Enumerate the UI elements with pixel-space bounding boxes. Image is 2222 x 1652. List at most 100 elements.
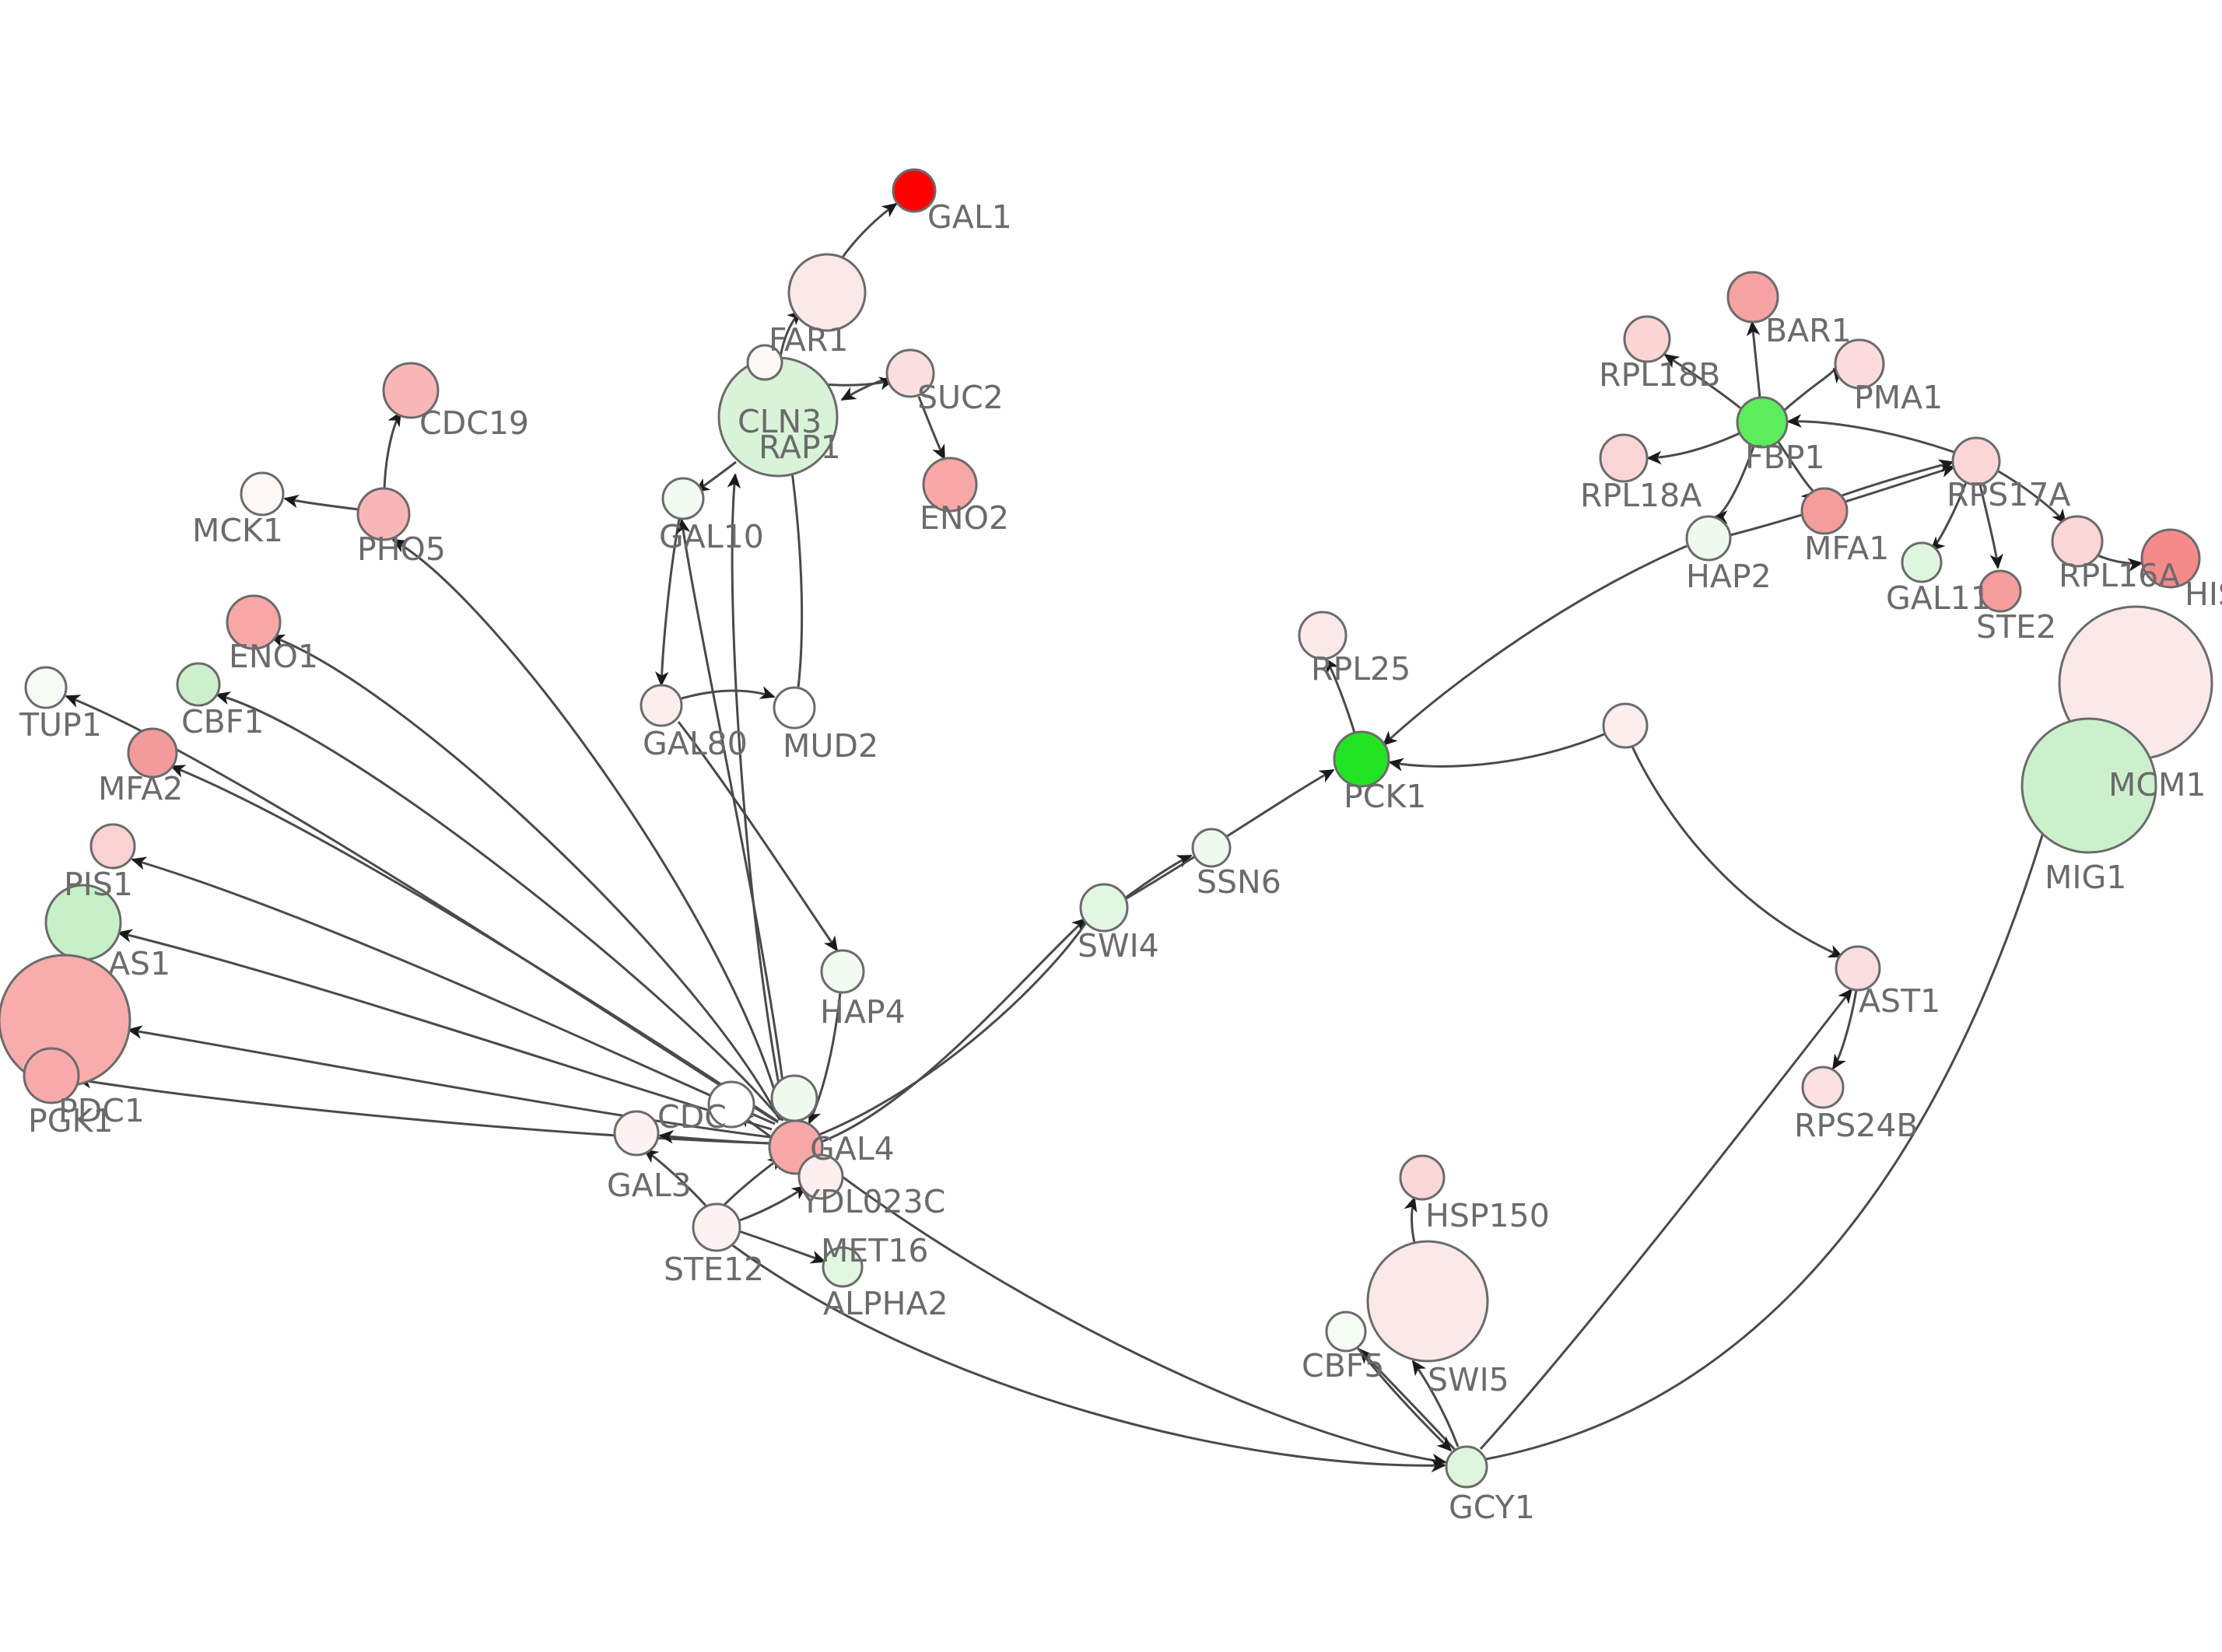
node-hsp150[interactable]	[1399, 1154, 1446, 1201]
node-label-bar1: BAR1	[1765, 312, 1852, 349]
node-gal10[interactable]	[661, 477, 705, 520]
edge-gal4-to-gal10	[676, 518, 789, 1122]
node-mfa2[interactable]	[127, 727, 178, 779]
edge-fbp1-to-hap2	[1712, 446, 1755, 524]
edge-pho5-to-cdc19	[383, 411, 402, 490]
node-rap1[interactable]	[746, 344, 783, 381]
edge-hub1-to-ast1	[1631, 746, 1844, 958]
node-label-ydl023c: YDL023C	[800, 1183, 945, 1220]
edge-hub1-to-pck1	[1388, 733, 1605, 772]
node-tup1[interactable]	[24, 666, 68, 709]
node-label-cln3: CLN3	[738, 403, 822, 440]
node-hap2[interactable]	[1685, 515, 1732, 562]
node-rps17a[interactable]	[1951, 436, 2001, 486]
node-label-gal10: GAL10	[659, 518, 764, 555]
node-pho5[interactable]	[356, 487, 411, 541]
node-gcy1[interactable]	[1445, 1445, 1488, 1489]
edge-ste12-to-alpha2	[738, 1230, 826, 1264]
node-bar1[interactable]	[1726, 271, 1779, 324]
node-cdc19[interactable]	[382, 362, 440, 419]
edge-gal4-to-mfa2	[170, 765, 779, 1123]
node-pis1[interactable]	[89, 823, 136, 870]
node-label-gal11: GAL11	[1886, 579, 1991, 617]
node-label-cdc19: CDC19	[419, 404, 529, 442]
edge-ste12-to-gcy1	[731, 1243, 1446, 1473]
node-hap4[interactable]	[820, 949, 865, 994]
node-label-hsp150: HSP150	[1425, 1197, 1550, 1234]
node-ydl023c[interactable]	[797, 1153, 844, 1200]
node-label-cdc39: CDC	[657, 1098, 727, 1136]
node-rpl16a[interactable]	[2051, 515, 2104, 568]
node-pgk1[interactable]	[23, 1047, 80, 1104]
edge-gal4-to-eno1	[269, 634, 781, 1121]
node-label-mck1: MCK1	[192, 512, 283, 549]
edge-cln3-to-gal10	[694, 460, 737, 493]
edge-layer	[65, 202, 2143, 1473]
node-label-eno2: ENO2	[920, 499, 1009, 537]
node-label-ste12: STE12	[664, 1251, 764, 1288]
edge-gal4-to-cbf1	[215, 691, 783, 1121]
node-label-gal4: GAL4	[810, 1130, 895, 1167]
node-gal4n[interactable]	[770, 1074, 818, 1122]
node-far1[interactable]	[787, 253, 867, 332]
node-swi4[interactable]	[1079, 883, 1129, 933]
node-label-ast1: AST1	[1859, 982, 1940, 1020]
node-rpl25[interactable]	[1298, 611, 1348, 660]
edge-suc2-to-eno2	[917, 396, 946, 460]
node-label-swi5: SWI5	[1428, 1361, 1509, 1398]
node-cbf5[interactable]	[1325, 1311, 1367, 1353]
node-swi5[interactable]	[1366, 1240, 1489, 1363]
node-label-fbp1: FBP1	[1745, 439, 1825, 476]
node-ast1[interactable]	[1835, 945, 1881, 992]
node-mig1[interactable]	[2020, 717, 2157, 854]
node-alpha2[interactable]	[822, 1246, 864, 1288]
node-label-pma1: PMA1	[1854, 379, 1943, 416]
edge-rps17a-to-fbp1	[1786, 414, 1954, 453]
node-label-rpl18b: RPL18B	[1599, 356, 1720, 394]
node-label-met16: MET16	[821, 1232, 929, 1269]
node-mud2[interactable]	[773, 686, 816, 730]
node-ssn6[interactable]	[1191, 828, 1232, 868]
edge-ast1-to-rps24b	[1831, 989, 1858, 1070]
node-rpl18b[interactable]	[1623, 315, 1671, 363]
node-label-pck1: PCK1	[1344, 778, 1426, 815]
node-pma1[interactable]	[1834, 338, 1885, 390]
node-eno2[interactable]	[922, 457, 978, 513]
node-hub1[interactable]	[1602, 702, 1649, 749]
node-rps24b[interactable]	[1801, 1066, 1845, 1109]
edge-swi4-to-pck1	[1126, 768, 1335, 900]
node-label-ste2: STE2	[1976, 608, 2056, 646]
node-gal3[interactable]	[613, 1110, 660, 1157]
node-label-gal1: GAL1	[927, 198, 1012, 236]
node-ste12[interactable]	[692, 1202, 741, 1252]
edge-ste12-to-gal4	[722, 1155, 783, 1207]
node-his4[interactable]	[2140, 528, 2201, 589]
node-mck1[interactable]	[240, 471, 285, 516]
node-label-cbf5: CBF5	[1302, 1347, 1384, 1384]
node-label-rpl18a: RPL18A	[1580, 477, 1702, 514]
edge-gal4-to-pho5	[391, 538, 784, 1122]
node-mfa1[interactable]	[1800, 487, 1849, 535]
node-gal1[interactable]	[892, 168, 937, 213]
node-ste2[interactable]	[1978, 569, 2022, 613]
node-label-pdc1: PDC1	[58, 1092, 145, 1129]
node-cdc39[interactable]	[707, 1080, 755, 1129]
node-gal80[interactable]	[640, 684, 683, 727]
node-cbf1[interactable]	[176, 662, 221, 707]
node-pck1[interactable]	[1333, 730, 1390, 788]
node-label-mud2: MUD2	[783, 727, 878, 765]
node-label-mfa2: MFA2	[98, 770, 183, 807]
node-suc2[interactable]	[885, 348, 935, 398]
edge-gal4-to-gal3	[658, 1129, 771, 1145]
edge-rps17a-to-rpl16a	[1996, 469, 2067, 525]
node-label-mcm1: MCM1	[2108, 766, 2206, 803]
node-fbp1[interactable]	[1736, 396, 1789, 449]
edge-gal4-to-gcy1	[818, 1157, 1447, 1468]
node-rpl18a[interactable]	[1599, 433, 1649, 483]
edge-rpl16a-to-his4	[2095, 553, 2143, 572]
node-eno1[interactable]	[226, 594, 282, 650]
node-label-his4: HIS4	[2185, 576, 2222, 613]
node-gal11[interactable]	[1901, 541, 1943, 583]
